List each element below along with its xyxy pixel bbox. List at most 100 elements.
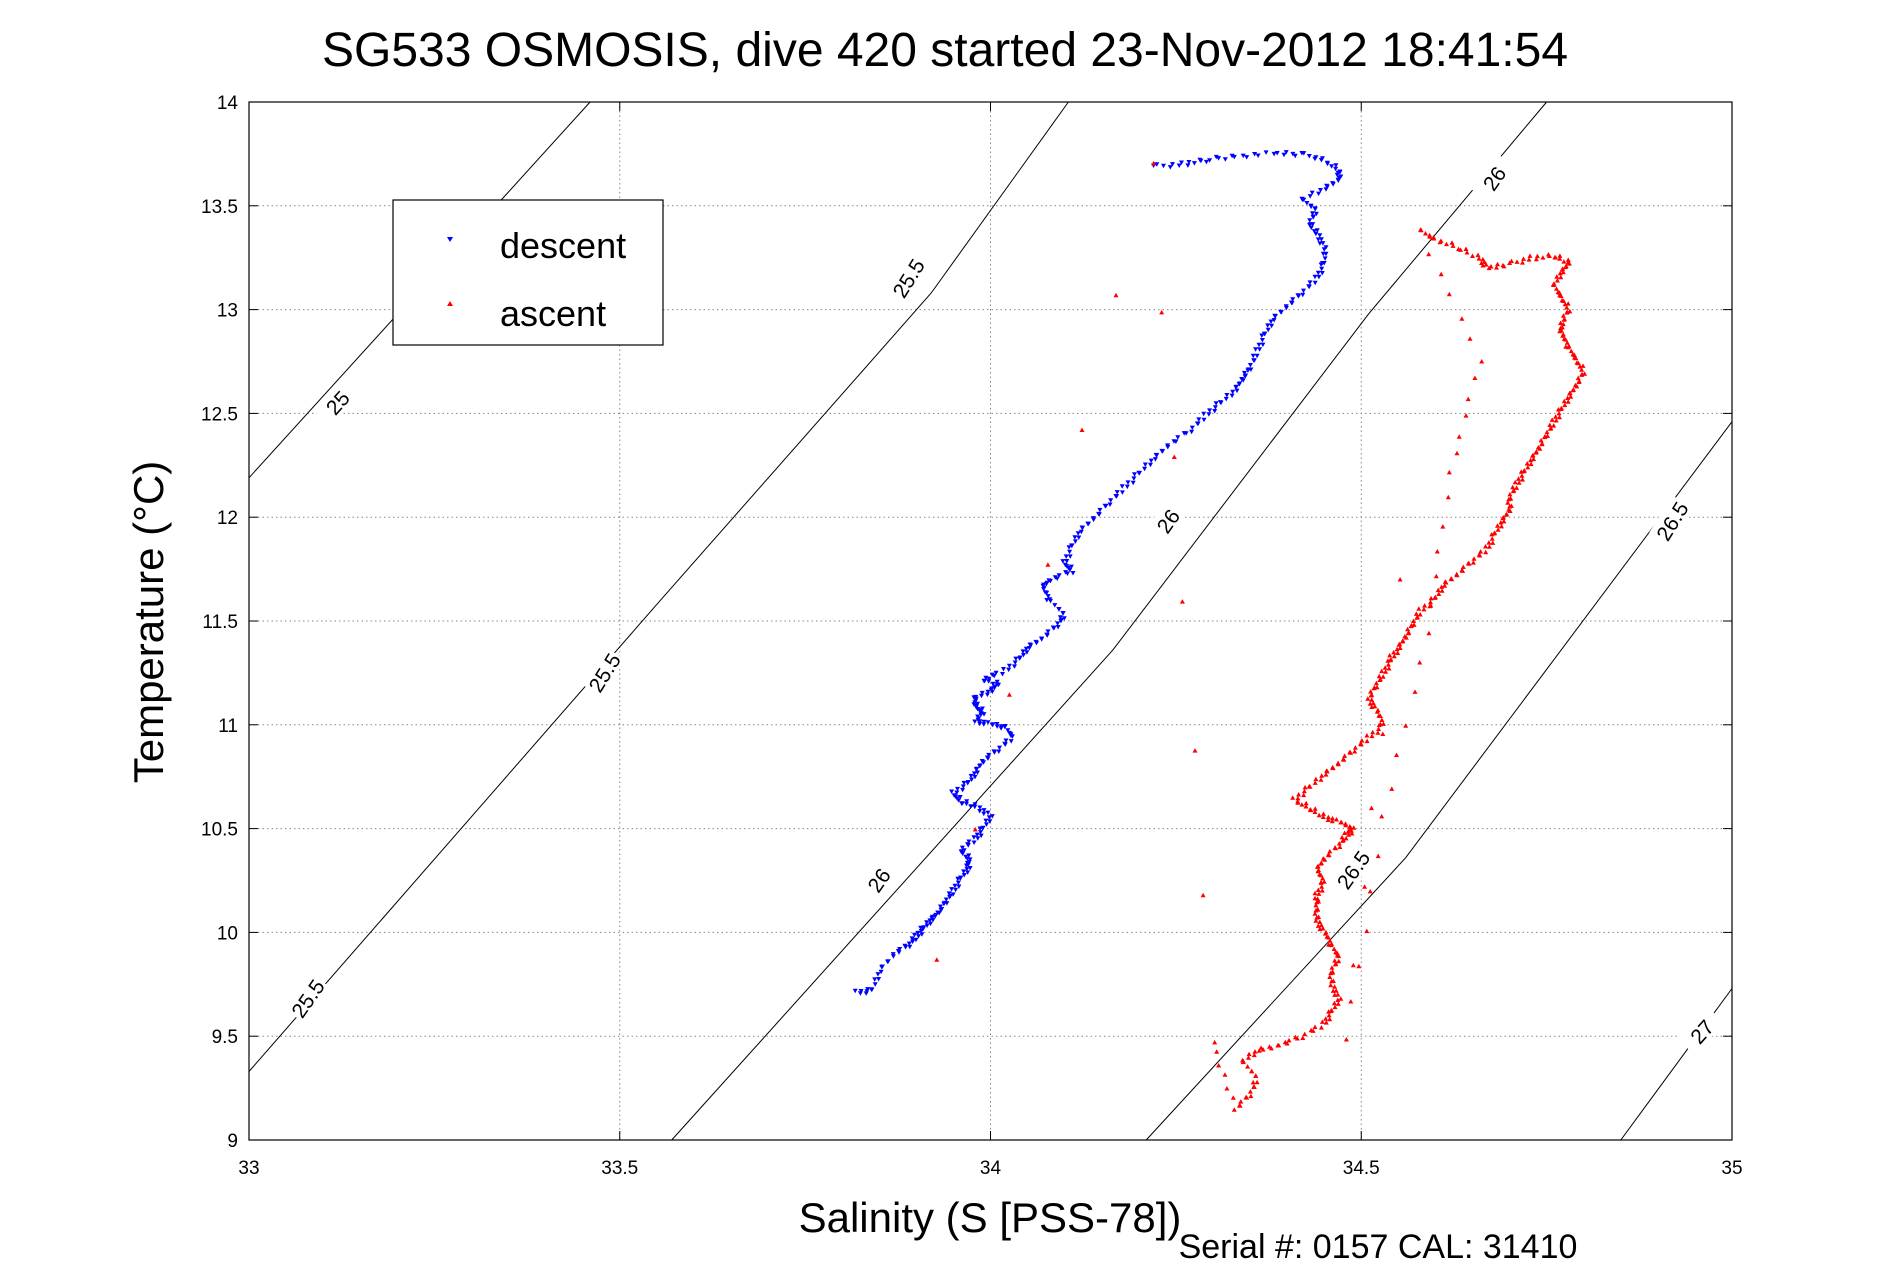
descent-data-point [1224, 393, 1230, 398]
ascent-data-point [1343, 1037, 1349, 1042]
ascent-data-point [1332, 961, 1338, 967]
ascent-data-point [1561, 398, 1567, 404]
ascent-data-point [1575, 375, 1581, 381]
descent-data-point [1046, 578, 1052, 583]
ascent-data-point [1295, 800, 1301, 805]
descent-data-point [994, 724, 1000, 729]
ascent-data-point [1399, 639, 1405, 644]
ascent-data-point [1528, 461, 1534, 467]
ascent-data-point [1329, 965, 1335, 970]
descent-data-point [903, 945, 909, 950]
ascent-data-point [1514, 259, 1520, 264]
ascent-data-point [1350, 962, 1356, 968]
descent-data-point [1307, 280, 1313, 285]
ascent-data-point [1565, 260, 1571, 265]
ascent-data-point [1564, 340, 1570, 345]
ascent-data-point [1347, 826, 1353, 832]
ascent-data-point [1416, 606, 1422, 611]
ascent-data-point [1315, 906, 1321, 912]
descent-data-point [986, 815, 992, 820]
descent-data-point [924, 923, 930, 928]
descent-data-point [1218, 400, 1224, 406]
ascent-data-point [1380, 674, 1386, 679]
ascent-data-point [1113, 292, 1119, 298]
ascent-data-point [972, 827, 978, 832]
ascent-data-point [1346, 832, 1352, 837]
descent-data-point [964, 860, 970, 866]
ascent-data-point [1314, 864, 1320, 869]
ascent-data-point [1369, 733, 1375, 739]
descent-data-point [981, 722, 987, 727]
ascent-data-point [1251, 1052, 1257, 1058]
descent-data-point [1203, 159, 1209, 165]
ascent-data-point [1445, 494, 1451, 500]
descent-data-point [985, 720, 991, 725]
descent-data-point [959, 845, 965, 851]
descent-data-point [1052, 603, 1058, 608]
descent-data-point [965, 843, 971, 848]
ascent-data-point [1564, 310, 1570, 315]
ascent-data-point [1494, 265, 1499, 270]
descent-data-point [1068, 564, 1074, 570]
descent-data-point [1272, 314, 1278, 319]
descent-data-point [983, 675, 989, 681]
ascent-data-point [1320, 856, 1326, 861]
ascent-data-point [1491, 531, 1497, 536]
ascent-data-point [1214, 1049, 1220, 1054]
descent-data-point [1207, 158, 1213, 163]
descent-data-point [1142, 462, 1148, 467]
ascent-data-point [1328, 1008, 1334, 1013]
ascent-data-point [1402, 633, 1408, 639]
descent-data-point [1207, 408, 1213, 413]
ascent-data-point [1340, 838, 1346, 843]
ascent-data-point [1391, 653, 1397, 659]
descent-data-point [929, 916, 935, 921]
ascent-data-point [1533, 256, 1539, 262]
descent-data-point [1183, 431, 1189, 436]
ascent-data-point [1440, 524, 1446, 529]
legend-box [392, 199, 664, 346]
ascent-data-point [1330, 815, 1335, 821]
ascent-data-point [1238, 1099, 1244, 1104]
ascent-data-point [1320, 875, 1326, 881]
descent-data-point [959, 849, 965, 854]
ascent-data-point [1254, 1079, 1260, 1085]
descent-data-point [1086, 521, 1091, 527]
descent-data-point [1292, 153, 1298, 159]
ascent-data-point [1512, 479, 1518, 485]
ascent-data-point [1367, 888, 1373, 894]
descent-data-point [989, 722, 995, 728]
ascent-data-point [1341, 757, 1347, 762]
descent-data-point [972, 804, 978, 810]
descent-data-point [994, 679, 1000, 685]
descent-data-point [1056, 607, 1062, 612]
ascent-data-point [1539, 441, 1545, 447]
descent-data-point [1318, 188, 1323, 193]
descent-data-point [1260, 342, 1266, 348]
ascent-data-point [1349, 831, 1355, 836]
descent-data-point [941, 901, 947, 907]
descent-data-point [913, 937, 919, 943]
ascent-data-point [1552, 254, 1558, 260]
ascent-data-point [1567, 391, 1572, 396]
ascent-data-point [1405, 626, 1411, 632]
descent-data-point [1257, 347, 1263, 352]
descent-data-point [885, 959, 891, 964]
descent-data-point [961, 869, 967, 874]
descent-data-point [975, 714, 981, 719]
descent-data-point [968, 804, 974, 809]
ascent-data-point [1547, 422, 1553, 427]
ascent-data-point [1403, 723, 1409, 728]
descent-data-point [1001, 667, 1006, 672]
descent-data-point [1263, 150, 1269, 155]
ascent-data-point [1422, 603, 1428, 608]
ascent-data-point [1370, 700, 1376, 706]
ascent-data-point [1382, 665, 1388, 670]
ascent-data-point [1246, 1051, 1252, 1057]
ascent-data-point [1554, 274, 1560, 279]
descent-data-point [897, 947, 903, 952]
ascent-data-point [1312, 809, 1318, 814]
ascent-data-point [1556, 410, 1562, 416]
ascent-data-point [1310, 1028, 1316, 1033]
